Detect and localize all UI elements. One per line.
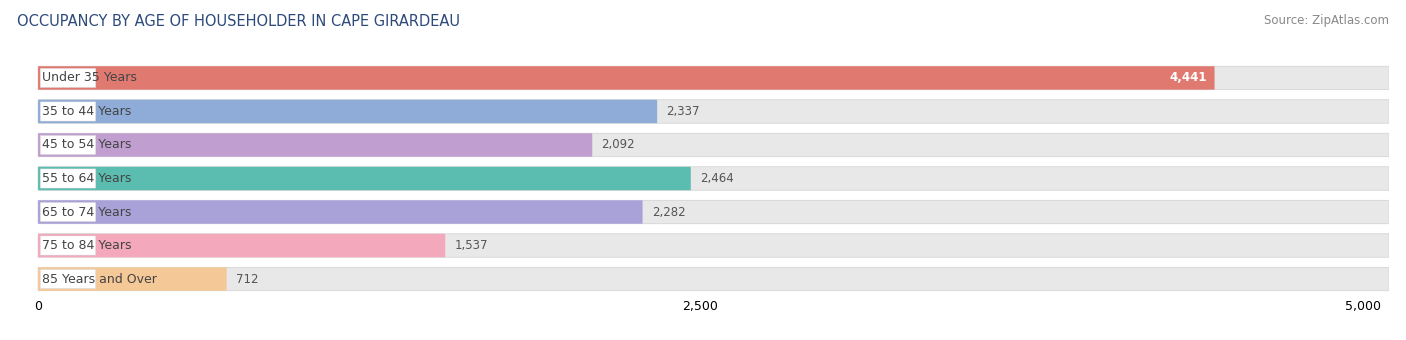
FancyBboxPatch shape [41, 236, 96, 255]
Text: 1,537: 1,537 [454, 239, 488, 252]
Text: 2,282: 2,282 [652, 205, 686, 219]
Text: 75 to 84 Years: 75 to 84 Years [42, 239, 131, 252]
Text: 35 to 44 Years: 35 to 44 Years [42, 105, 131, 118]
Text: OCCUPANCY BY AGE OF HOUSEHOLDER IN CAPE GIRARDEAU: OCCUPANCY BY AGE OF HOUSEHOLDER IN CAPE … [17, 14, 460, 29]
FancyBboxPatch shape [41, 269, 96, 289]
Text: 2,092: 2,092 [602, 138, 636, 152]
FancyBboxPatch shape [38, 66, 1215, 90]
Text: 2,337: 2,337 [666, 105, 700, 118]
FancyBboxPatch shape [38, 234, 446, 257]
Text: 712: 712 [236, 273, 259, 286]
FancyBboxPatch shape [38, 100, 657, 123]
FancyBboxPatch shape [38, 167, 690, 190]
FancyBboxPatch shape [38, 267, 226, 291]
FancyBboxPatch shape [38, 167, 1389, 190]
FancyBboxPatch shape [41, 68, 96, 88]
FancyBboxPatch shape [38, 66, 1389, 90]
FancyBboxPatch shape [41, 202, 96, 222]
Text: 65 to 74 Years: 65 to 74 Years [42, 205, 131, 219]
Text: 55 to 64 Years: 55 to 64 Years [42, 172, 131, 185]
Text: Under 35 Years: Under 35 Years [42, 71, 136, 84]
FancyBboxPatch shape [38, 133, 592, 157]
FancyBboxPatch shape [41, 102, 96, 121]
Text: Source: ZipAtlas.com: Source: ZipAtlas.com [1264, 14, 1389, 27]
FancyBboxPatch shape [38, 200, 1389, 224]
FancyBboxPatch shape [41, 169, 96, 188]
Text: 4,441: 4,441 [1170, 71, 1206, 84]
FancyBboxPatch shape [38, 200, 643, 224]
FancyBboxPatch shape [38, 267, 1389, 291]
FancyBboxPatch shape [38, 100, 1389, 123]
Text: 85 Years and Over: 85 Years and Over [42, 273, 156, 286]
FancyBboxPatch shape [38, 133, 1389, 157]
Text: 2,464: 2,464 [700, 172, 734, 185]
Text: 45 to 54 Years: 45 to 54 Years [42, 138, 131, 152]
FancyBboxPatch shape [41, 135, 96, 155]
FancyBboxPatch shape [38, 234, 1389, 257]
